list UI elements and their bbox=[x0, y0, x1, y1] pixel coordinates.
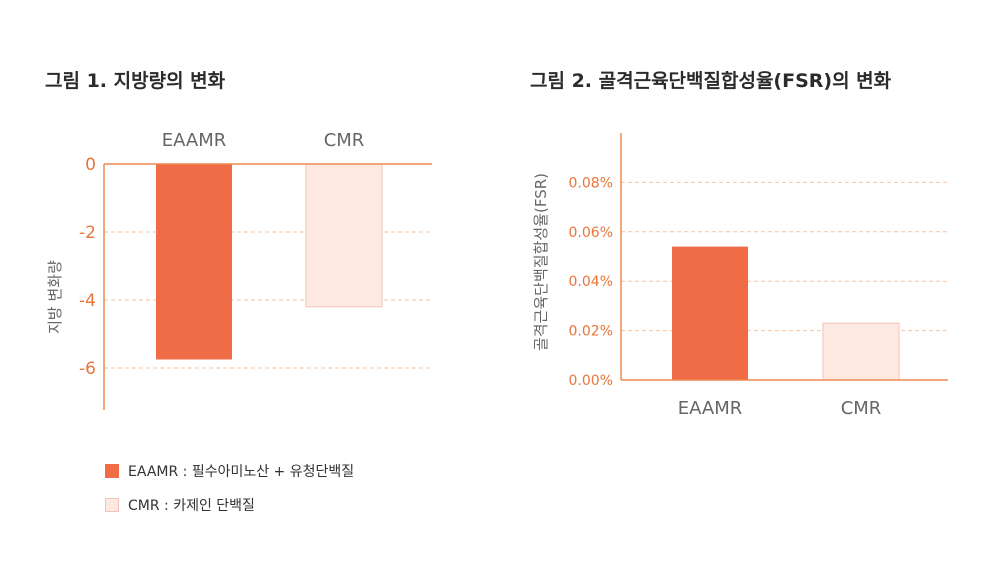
chart2-ytick-label: 0.06% bbox=[569, 225, 613, 241]
legend-item-cmr: CMR : 카제인 단백질 bbox=[105, 495, 255, 515]
chart2-y-axis-label: 골격근육단백질합성율(FSR) bbox=[532, 173, 550, 351]
chart2-bar-cmr bbox=[822, 322, 900, 381]
chart2-category-label: CMR bbox=[841, 398, 882, 419]
chart2-ytick-label: 0.04% bbox=[569, 274, 613, 290]
chart2-ytick-label: 0.02% bbox=[569, 324, 613, 340]
chart1-y-axis-label: 지방 변화량 bbox=[46, 260, 64, 334]
chart1-title: 그림 1. 지방량의 변화 bbox=[45, 70, 226, 92]
legend-label-cmr: CMR : 카제인 단백질 bbox=[128, 498, 255, 514]
chart1-category-label: EAAMR bbox=[162, 130, 227, 151]
chart2-bar-eaamr bbox=[672, 246, 748, 380]
chart1-category-label: CMR bbox=[324, 130, 365, 151]
chart1-ytick-label: -2 bbox=[79, 223, 96, 243]
chart1-bar-eaamr bbox=[156, 164, 232, 360]
legend-label-eaamr: EAAMR : 필수아미노산 + 유청단백질 bbox=[128, 464, 355, 480]
chart2-title: 그림 2. 골격근육단백질합성율(FSR)의 변화 bbox=[530, 70, 892, 92]
chart2-category-label: EAAMR bbox=[678, 398, 743, 419]
chart2-ytick-label: 0.00% bbox=[569, 373, 613, 389]
chart1-bar-cmr bbox=[305, 163, 383, 308]
chart1-ytick-label: 0 bbox=[85, 155, 96, 175]
legend-swatch-cmr bbox=[105, 498, 119, 512]
chart2-ytick-label: 0.08% bbox=[569, 175, 613, 191]
legend-swatch-eaamr bbox=[105, 464, 119, 478]
legend-item-eaamr: EAAMR : 필수아미노산 + 유청단백질 bbox=[105, 461, 354, 481]
chart1-ytick-label: -4 bbox=[79, 291, 96, 311]
chart1-ytick-label: -6 bbox=[79, 359, 96, 379]
